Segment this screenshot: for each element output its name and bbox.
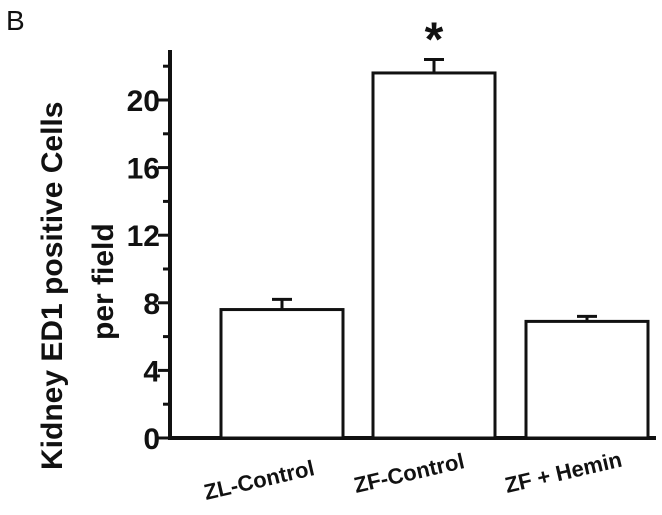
category-label: ZL-Control: [202, 455, 317, 505]
error-bars: [272, 57, 597, 322]
y-tick-label: 20: [127, 85, 160, 118]
panel-label: B: [6, 5, 25, 36]
y-axis-title: Kidney ED1 positive Cells per field: [36, 102, 120, 470]
category-label: ZF-Control: [352, 448, 467, 498]
bars: [219, 71, 650, 440]
bar: [219, 308, 345, 440]
bar: [371, 71, 497, 440]
y-axis-title-line-2: per field: [87, 223, 120, 340]
y-tick-label: 4: [143, 355, 160, 388]
y-tick-labels: 0 4 8 12 16 20: [127, 85, 161, 456]
y-tick-label: 0: [143, 423, 160, 456]
significance-marker: *: [425, 13, 444, 66]
bar: [524, 319, 650, 440]
y-tick-label: 16: [127, 153, 160, 186]
annotations: *: [425, 13, 444, 66]
category-label: ZF + Hemin: [503, 447, 625, 498]
y-axis-title-line-1: Kidney ED1 positive Cells: [36, 102, 69, 470]
y-tick-label: 12: [127, 220, 160, 253]
y-tick-label: 8: [143, 288, 160, 321]
category-labels: ZL-Control ZF-Control ZF + Hemin: [202, 447, 625, 505]
